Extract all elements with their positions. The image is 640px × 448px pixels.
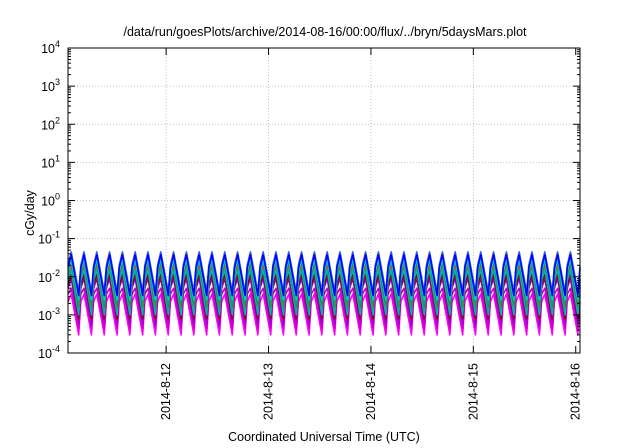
y-tick-label: 10-1 bbox=[38, 230, 60, 247]
y-axis-label: cGy/day bbox=[23, 189, 37, 236]
chart-title: /data/run/goesPlots/archive/2014-08-16/0… bbox=[123, 25, 527, 39]
x-tick-label: 2014-8-14 bbox=[364, 363, 378, 420]
y-tick-label: 10-3 bbox=[38, 306, 60, 323]
x-tick-label: 2014-8-16 bbox=[569, 363, 583, 420]
x-tick-label: 2014-8-13 bbox=[262, 363, 276, 420]
y-tick-label: 103 bbox=[41, 77, 60, 94]
y-axis: 10-4 10-3 10-2 10-1 100 101 102 103 104 bbox=[38, 39, 580, 361]
y-tick-label: 104 bbox=[41, 39, 60, 56]
x-axis-label: Coordinated Universal Time (UTC) bbox=[228, 430, 420, 444]
series-layer bbox=[67, 251, 581, 336]
y-tick-label: 100 bbox=[41, 192, 60, 209]
y-tick-label: 10-2 bbox=[38, 268, 60, 285]
y-tick-label: 10-4 bbox=[38, 344, 60, 361]
series-line-10 bbox=[67, 253, 581, 297]
x-axis: 2014-8-12 2014-8-13 2014-8-14 2014-8-15 2014… bbox=[159, 48, 583, 420]
x-tick-label: 2014-8-15 bbox=[466, 363, 480, 420]
y-tick-label: 101 bbox=[41, 153, 60, 170]
y-tick-label: 102 bbox=[41, 115, 60, 132]
x-tick-label: 2014-8-12 bbox=[159, 363, 173, 420]
